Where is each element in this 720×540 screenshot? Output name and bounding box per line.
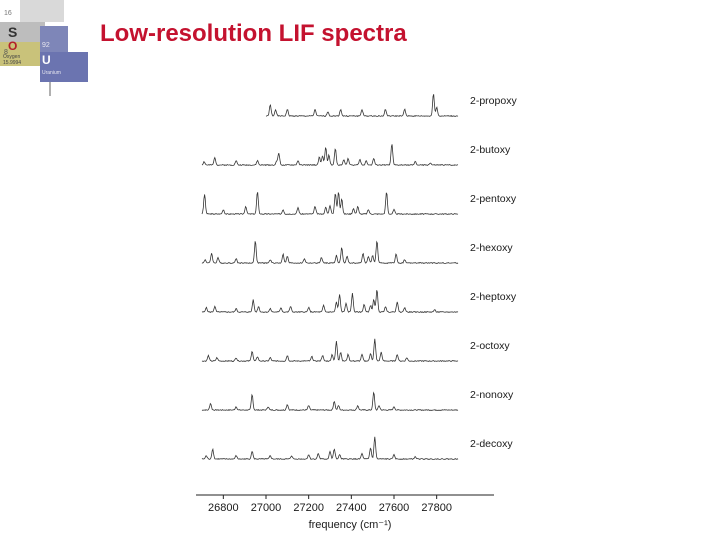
logo-tile-bg-top [20,0,64,22]
trace-2-nonoxy [201,391,459,411]
trace-2-pentoxy [201,192,459,216]
series-labels: 2-propoxy 2-butoxy 2-pentoxy 2-hexoxy 2-hept… [470,95,517,450]
x-tick-label-26800: 26800 [208,502,239,514]
logo-symbol-s: S [8,24,17,40]
logo-number-2: 8 [4,49,8,56]
series-label-2-butoxy: 2-butoxy [470,144,511,156]
trace-2-decoxy [201,436,459,461]
logo-tile-bg-u [40,26,68,52]
trace-2-butoxy [201,144,459,167]
slide-title: Low-resolution LIF spectra [100,20,407,47]
trace-2-propoxy [265,94,459,118]
series-label-2-octoxy: 2-octoxy [470,340,510,352]
trace-2-hexoxy [201,240,459,264]
logo-symbol-u: U [42,53,51,67]
logo-symbol-o: O [8,39,17,53]
series-label-2-decoxy: 2-decoxy [470,438,513,450]
trace-2-octoxy [201,338,459,363]
logo-number-3: 92 [42,42,50,49]
logo-tile-bg-o [0,42,40,66]
logo-caption-1: Oxygen [3,54,20,60]
logo-tile-bg-bottom [40,52,88,82]
series-label-2-pentoxy: 2-pentoxy [470,193,517,205]
x-tick-label-27800: 27800 [421,502,452,514]
logo-caption-2: 15.9994 [3,60,21,66]
series-label-2-hexoxy: 2-hexoxy [470,242,513,254]
x-tick-label-27200: 27200 [293,502,324,514]
x-axis-label: frequency (cm⁻¹) [309,519,392,531]
logo-caption-3: Uranium [42,70,61,76]
logo-tile-bg-s [0,22,45,42]
series-label-2-nonoxy: 2-nonoxy [470,389,514,401]
x-tick-label-27600: 27600 [379,502,410,514]
trace-2-heptoxy [201,290,459,314]
x-axis-ticks: 26800 27000 27200 27400 27600 27800 [208,495,452,514]
periodic-table-logo: 16 S 8 O Oxygen 15.9994 92 U Uranium [0,0,88,96]
logo-number-1: 16 [4,10,12,17]
spectra-traces [201,94,459,461]
series-label-2-propoxy: 2-propoxy [470,95,517,107]
x-tick-label-27000: 27000 [251,502,282,514]
series-label-2-heptoxy: 2-heptoxy [470,291,517,303]
x-tick-label-27400: 27400 [336,502,367,514]
